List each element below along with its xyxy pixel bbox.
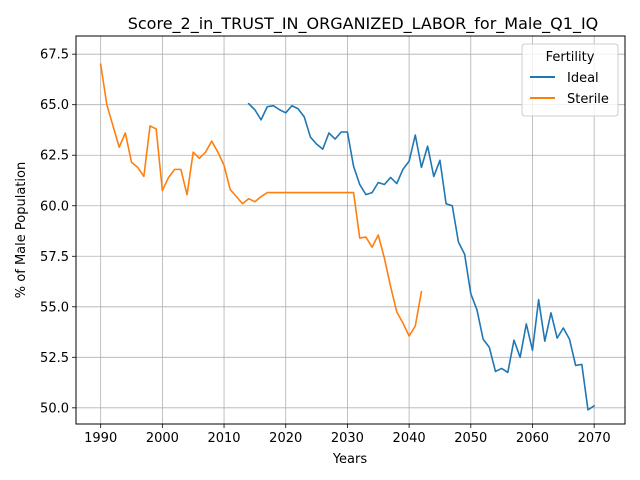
chart-title: Score_2_in_TRUST_IN_ORGANIZED_LABOR_for_… — [128, 14, 599, 34]
y-tick-label: 52.5 — [40, 351, 69, 366]
x-tick-label: 1990 — [84, 431, 117, 446]
y-tick-label: 60.0 — [40, 199, 69, 214]
legend-label-sterile: Sterile — [567, 92, 609, 107]
y-tick-label: 62.5 — [40, 149, 69, 164]
x-tick-label: 2030 — [331, 431, 364, 446]
x-tick-label: 2010 — [207, 431, 240, 446]
legend-label-ideal: Ideal — [567, 71, 599, 86]
series-line-ideal — [247, 102, 596, 411]
legend: Fertility Ideal Sterile — [521, 43, 619, 117]
plot-area-frame — [75, 35, 626, 425]
x-axis-ticks: 1990 2000 2010 2020 2030 2040 2050 2060 2070 — [84, 424, 611, 446]
y-axis-label: % of Male Population — [14, 162, 29, 298]
y-tick-label: 55.0 — [40, 300, 69, 315]
x-tick-label: 2040 — [393, 431, 426, 446]
x-tick-label: 2020 — [269, 431, 302, 446]
x-tick-label: 2070 — [578, 431, 611, 446]
y-axis-ticks: 50.0 52.5 55.0 57.5 60.0 62.5 65.0 67.5 — [40, 48, 76, 416]
y-tick-label: 50.0 — [40, 401, 69, 416]
y-tick-label: 65.0 — [40, 98, 69, 113]
legend-title: Fertility — [546, 50, 595, 65]
x-tick-label: 2050 — [454, 431, 487, 446]
x-axis-label: Years — [332, 452, 368, 467]
x-tick-label: 2060 — [516, 431, 549, 446]
y-tick-label: 57.5 — [40, 250, 69, 265]
series-lines — [99, 63, 596, 411]
series-line-sterile — [99, 63, 423, 337]
y-tick-label: 67.5 — [40, 48, 69, 63]
x-tick-label: 2000 — [146, 431, 179, 446]
